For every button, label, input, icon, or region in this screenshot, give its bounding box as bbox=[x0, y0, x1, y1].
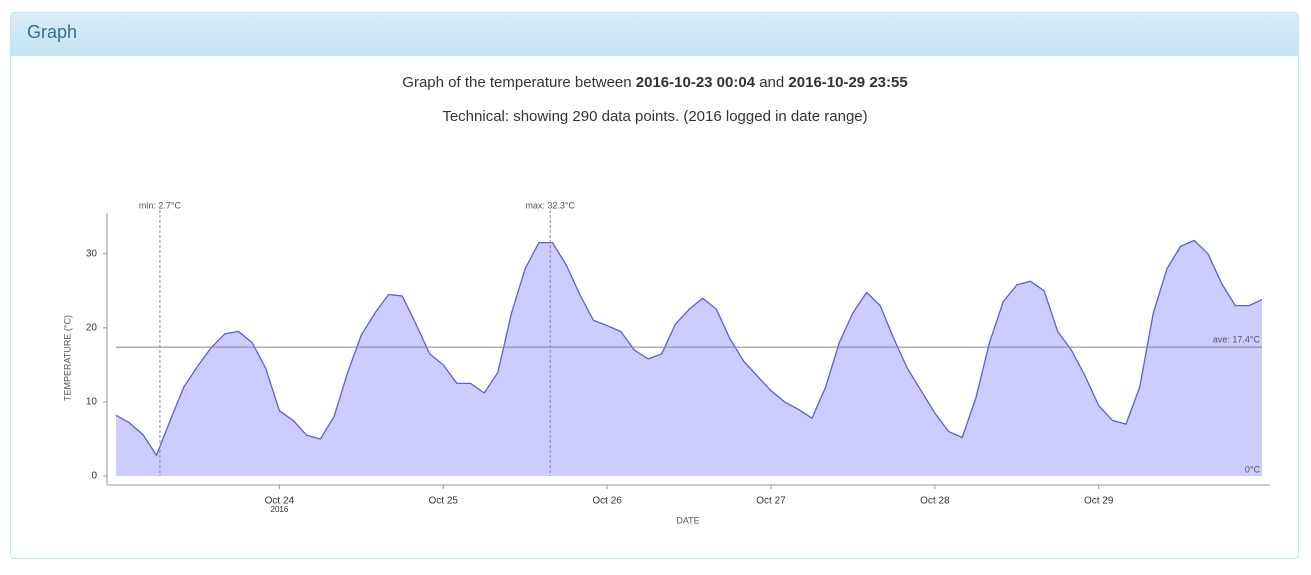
subtitle: Technical: showing 290 data points. (201… bbox=[442, 108, 867, 125]
x-tick-label: Oct 24 bbox=[265, 496, 295, 507]
area-fill bbox=[116, 240, 1262, 476]
panel-title: Graph bbox=[11, 13, 1298, 56]
y-tick-label: 0 bbox=[91, 471, 97, 482]
annotation-label: ave: 17.4°C bbox=[1213, 334, 1261, 344]
x-axis-label: DATE bbox=[676, 515, 699, 525]
annotation-label: min: 2.7°C bbox=[139, 200, 182, 210]
annotation-label: max: 32.3°C bbox=[525, 200, 575, 210]
x-tick-label: Oct 26 bbox=[592, 496, 622, 507]
title-end: 2016-10-29 23:55 bbox=[788, 74, 907, 91]
x-tick-label: Oct 29 bbox=[1084, 496, 1114, 507]
panel: Graph bbox=[10, 12, 1299, 559]
x-tick-label: Oct 25 bbox=[429, 496, 459, 507]
title-text: and bbox=[759, 74, 784, 91]
chart-title: Graph of the temperature between 2016-10… bbox=[402, 74, 907, 91]
x-tick-label: Oct 27 bbox=[756, 496, 786, 507]
y-axis-label: TEMPERATURE (°C) bbox=[62, 315, 72, 401]
title-text: Graph of the temperature between bbox=[402, 74, 631, 91]
title-start: 2016-10-23 00:04 bbox=[636, 74, 756, 91]
area-line bbox=[115, 239, 1263, 457]
x-tick-label: Oct 28 bbox=[920, 496, 950, 507]
annotation-label: 0°C bbox=[1245, 464, 1261, 474]
y-tick-label: 30 bbox=[86, 248, 98, 259]
y-tick-label: 10 bbox=[86, 397, 98, 408]
y-tick-label: 20 bbox=[86, 322, 98, 333]
x-year-label: 2016 bbox=[271, 505, 289, 514]
